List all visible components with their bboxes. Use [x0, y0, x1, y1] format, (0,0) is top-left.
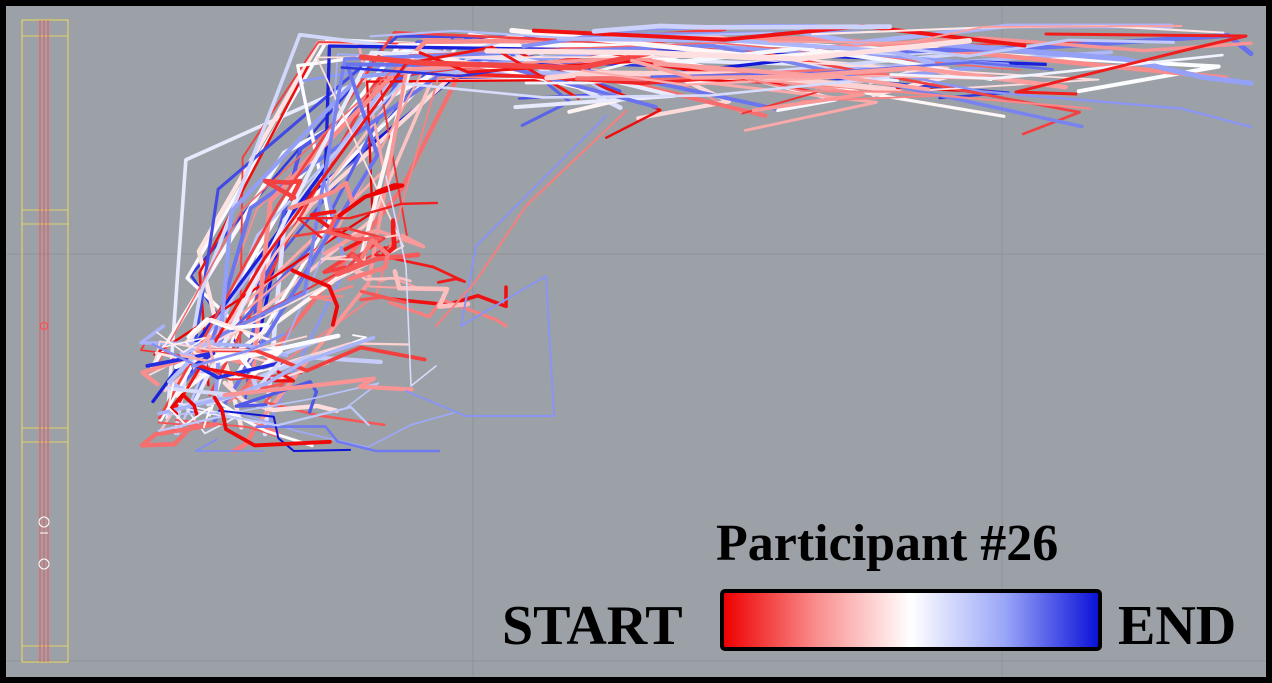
trajectory-path	[139, 420, 219, 448]
trajectory-path	[290, 268, 340, 327]
trajectory-path	[156, 331, 206, 353]
trajectory-path	[186, 317, 269, 339]
trajectory-path	[1014, 32, 1248, 96]
trajectory-path	[212, 348, 283, 376]
trajectory-path	[309, 284, 354, 302]
trajectory-path	[165, 360, 282, 407]
trajectory-path	[347, 238, 390, 282]
trajectory-path	[768, 25, 1183, 44]
trajectory-path	[932, 41, 1254, 86]
trajectory-path	[158, 43, 1221, 422]
trajectory-path	[169, 392, 199, 417]
trajectory-path	[222, 376, 414, 398]
trajectory-path	[148, 56, 1100, 377]
trajectory-path	[591, 23, 893, 34]
trajectory-path	[544, 70, 897, 93]
color-gradient-bar	[720, 589, 1102, 651]
trajectory-path	[740, 76, 1092, 110]
trajectory-path	[435, 110, 627, 327]
trajectory-path	[288, 180, 357, 211]
trajectory-path	[358, 49, 658, 71]
trajectory-path	[151, 332, 287, 368]
trajectory-path	[392, 269, 471, 309]
trajectory-path	[297, 201, 439, 239]
legend-start-label: START	[502, 595, 683, 657]
trajectory-path	[194, 438, 264, 452]
trajectory-path	[232, 32, 763, 381]
trajectory-path	[157, 405, 370, 433]
trajectory-path	[324, 214, 383, 242]
trajectory-path	[556, 36, 936, 66]
trajectory-path	[334, 252, 421, 277]
trajectory-path	[157, 335, 376, 416]
trajectory-path	[629, 58, 931, 92]
trajectory-path	[167, 382, 380, 416]
trajectory-path	[359, 289, 409, 305]
trajectory-path	[405, 115, 607, 417]
trajectory-path	[218, 409, 352, 452]
trajectory-path	[897, 73, 1253, 129]
trajectory-path	[374, 253, 466, 284]
trajectory-path	[231, 382, 386, 427]
trajectory-paths	[139, 23, 1254, 454]
trajectory-path	[255, 425, 441, 453]
participant-title: Participant #26	[716, 515, 1059, 572]
trajectory-path	[905, 38, 1176, 58]
trajectory-path	[180, 334, 215, 364]
trajectory-path	[212, 395, 332, 448]
trajectory-path	[262, 52, 623, 437]
instrument-guide	[21, 19, 69, 663]
legend-end-label: END	[1118, 595, 1237, 657]
trajectory-path	[262, 178, 303, 202]
trajectory-path	[404, 76, 890, 99]
trajectory-path	[484, 38, 973, 62]
trajectory-path	[385, 175, 437, 387]
trajectory-path	[322, 228, 426, 256]
trajectory-viewport	[6, 6, 1266, 677]
